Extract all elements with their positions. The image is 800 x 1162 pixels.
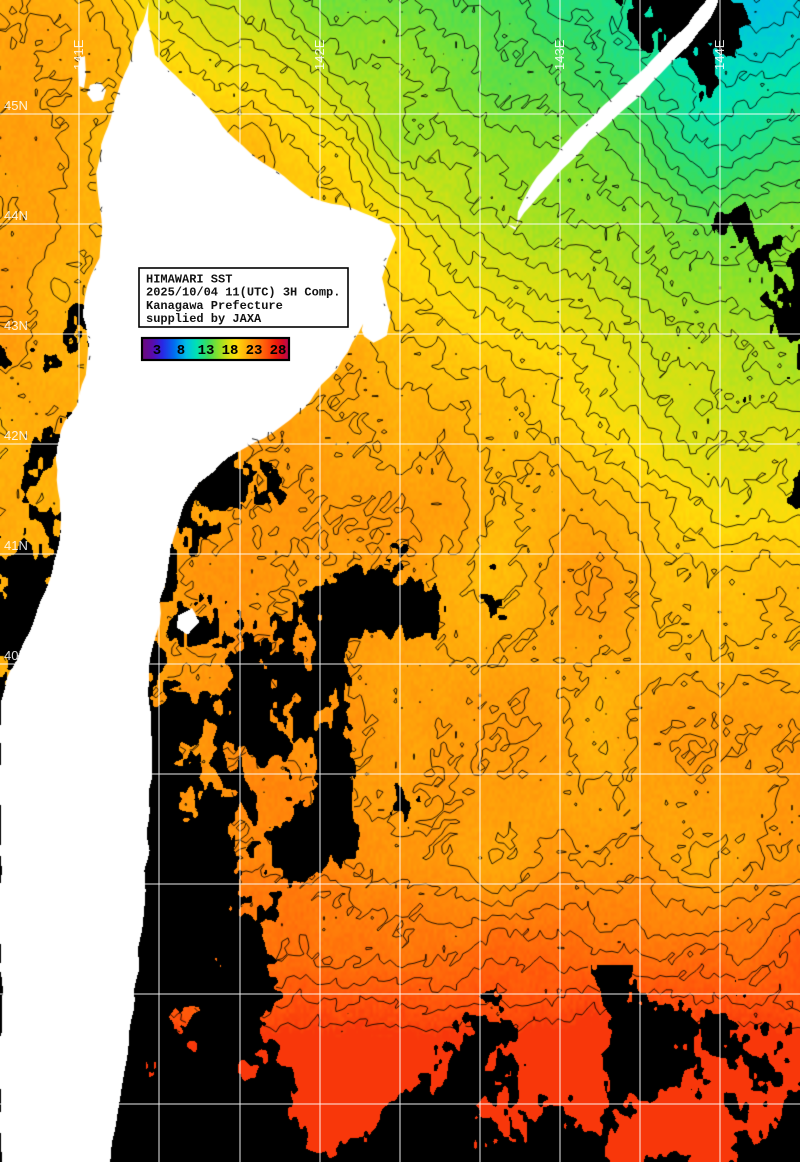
svg-text:44N: 44N <box>4 208 28 223</box>
svg-text:8: 8 <box>177 343 185 359</box>
svg-text:13: 13 <box>198 343 215 359</box>
svg-text:Kanagawa Prefecture: Kanagawa Prefecture <box>146 299 283 313</box>
svg-text:40N: 40N <box>4 648 28 663</box>
svg-text:144E: 144E <box>712 39 727 70</box>
svg-text:41N: 41N <box>4 538 28 553</box>
svg-text:2025/10/04 11(UTC) 3H Comp.: 2025/10/04 11(UTC) 3H Comp. <box>146 286 340 300</box>
svg-text:39N: 39N <box>4 758 28 773</box>
svg-text:28: 28 <box>270 343 287 359</box>
svg-text:42N: 42N <box>4 428 28 443</box>
svg-text:38N: 38N <box>4 868 28 883</box>
svg-text:18: 18 <box>222 343 239 359</box>
svg-text:45N: 45N <box>4 98 28 113</box>
svg-text:supplied by JAXA: supplied by JAXA <box>146 312 262 326</box>
svg-text:HIMAWARI SST: HIMAWARI SST <box>146 273 232 287</box>
svg-text:3: 3 <box>153 343 161 359</box>
svg-text:143E: 143E <box>552 39 567 70</box>
svg-text:141E: 141E <box>71 39 86 70</box>
svg-text:142E: 142E <box>312 39 327 70</box>
svg-text:37N: 37N <box>4 978 28 993</box>
svg-text:43N: 43N <box>4 318 28 333</box>
svg-text:23: 23 <box>246 343 263 359</box>
